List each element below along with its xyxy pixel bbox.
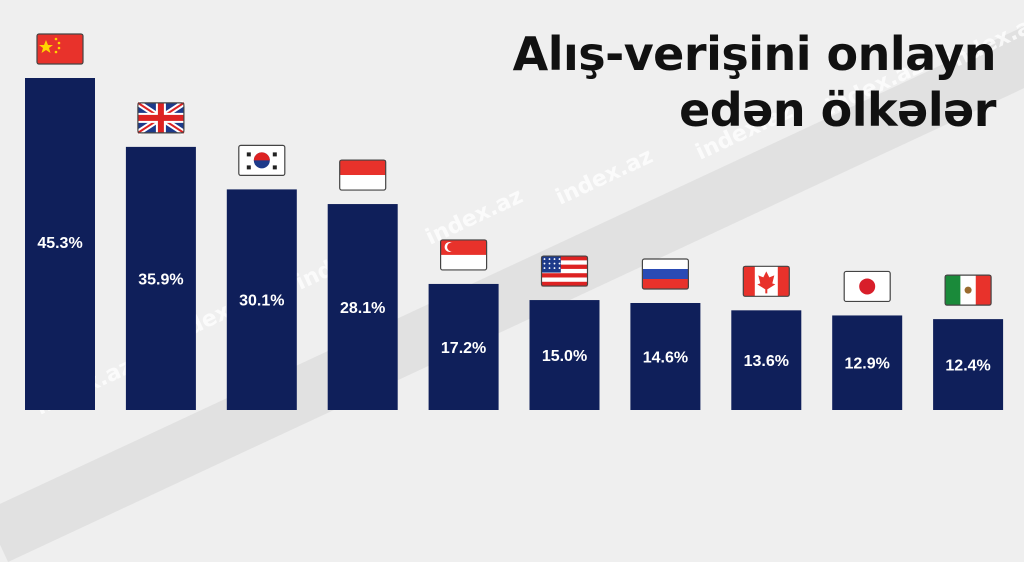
- bar: [630, 302, 701, 410]
- value-label: 13.6%: [744, 353, 789, 370]
- value-label: 14.6%: [643, 349, 688, 366]
- watermark-text: index.az: [552, 144, 657, 211]
- bar-chart: index.azindex.azindex.azindex.azindex.az…: [25, 9, 1024, 420]
- flag-usa-icon: [540, 255, 589, 287]
- bars-layer: [25, 78, 1004, 410]
- bar: [125, 146, 196, 410]
- bar: [933, 319, 1004, 410]
- value-label: 17.2%: [441, 340, 486, 357]
- bar: [731, 310, 802, 410]
- bar: [226, 189, 297, 410]
- value-label: 15.0%: [542, 348, 587, 365]
- value-label: 45.3%: [37, 235, 82, 252]
- flag-mexico-icon: [944, 274, 992, 306]
- flag-south-korea-icon: [238, 144, 286, 176]
- value-label: 12.4%: [945, 358, 990, 375]
- labels-layer: 45.3% 35.9% 30.1% 28.1% 17.2% 15.0% 14.6% 13.6%…: [37, 235, 990, 375]
- flag-russia-icon: [641, 258, 690, 290]
- bar: [832, 315, 903, 410]
- flag-indonesia-icon: [339, 159, 387, 191]
- flag-canada-icon: [742, 265, 790, 297]
- flag-japan-icon: [843, 270, 891, 303]
- chart-title: Alış-verişini onlayn edən ölkələr: [512, 26, 997, 138]
- bar: [428, 283, 499, 410]
- flags-layer: [36, 33, 992, 306]
- flag-china-icon: [36, 33, 84, 65]
- chart-title-line-2: edən ölkələr: [679, 83, 996, 137]
- bar: [529, 300, 600, 410]
- bar: [25, 78, 95, 410]
- value-label: 30.1%: [239, 293, 284, 310]
- bar: [327, 204, 398, 410]
- value-label: 12.9%: [845, 356, 890, 373]
- value-label: 28.1%: [340, 300, 385, 317]
- value-label: 35.9%: [138, 271, 183, 288]
- flag-singapore-icon: [440, 239, 488, 271]
- flag-uk-icon: [136, 100, 186, 136]
- chart-title-line-1: Alış-verişini onlayn: [512, 27, 997, 81]
